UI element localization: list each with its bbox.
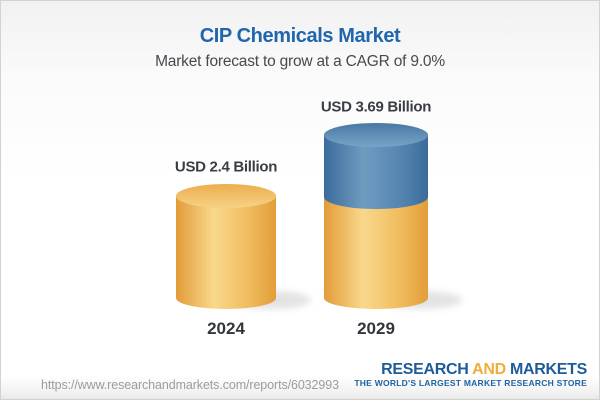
logo-word-and: AND bbox=[472, 361, 506, 378]
bar-2024-value-label: USD 2.4 Billion bbox=[174, 158, 278, 176]
logo-word-research: RESEARCH bbox=[381, 361, 469, 378]
bar-2029-value-label: USD 3.69 Billion bbox=[320, 98, 432, 116]
logo-tagline: THE WORLD'S LARGEST MARKET RESEARCH STOR… bbox=[354, 378, 587, 388]
bar-2024-cylinder-body bbox=[176, 196, 276, 309]
bar-2029-base-segment bbox=[324, 197, 428, 309]
logo-wordmark: RESEARCH AND MARKETS bbox=[354, 362, 587, 378]
bar-2029-growth-segment bbox=[324, 135, 428, 209]
logo-word-markets: MARKETS bbox=[509, 361, 587, 378]
research-and-markets-logo: RESEARCH AND MARKETS THE WORLD'S LARGEST… bbox=[354, 362, 587, 388]
bar-2029-category-label: 2029 bbox=[357, 319, 395, 338]
source-url-text: https://www.researchandmarkets.com/repor… bbox=[41, 378, 339, 392]
bar-2024-category-label: 2024 bbox=[207, 319, 245, 338]
bar-2029-cylinder-top bbox=[324, 123, 428, 147]
page-title: CIP Chemicals Market bbox=[199, 25, 401, 47]
bar-2024-cylinder-top bbox=[176, 184, 276, 208]
page-subtitle: Market forecast to grow at a CAGR of 9.0… bbox=[155, 53, 445, 70]
